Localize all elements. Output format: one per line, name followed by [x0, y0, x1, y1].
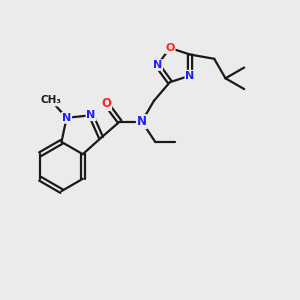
- Text: N: N: [62, 113, 71, 123]
- Text: N: N: [86, 110, 96, 120]
- Text: O: O: [165, 43, 175, 53]
- Text: N: N: [185, 71, 195, 81]
- Text: O: O: [101, 97, 111, 110]
- Text: CH₃: CH₃: [40, 95, 61, 105]
- Text: N: N: [153, 60, 162, 70]
- Text: N: N: [137, 115, 147, 128]
